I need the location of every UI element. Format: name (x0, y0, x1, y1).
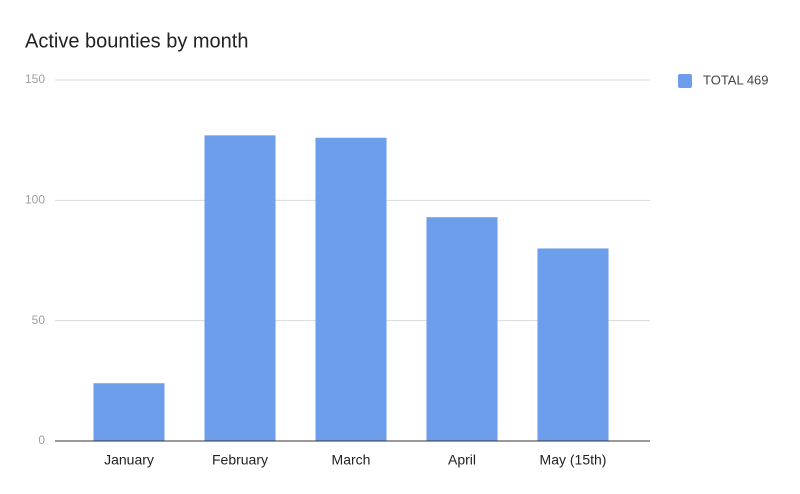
chart-title: Active bounties by month (25, 30, 248, 52)
y-tick-label: 50 (32, 313, 46, 327)
bar (315, 137, 387, 441)
bar (537, 248, 609, 441)
legend-swatch (678, 74, 692, 88)
x-tick-label: May (15th) (540, 452, 607, 468)
x-tick-label: January (104, 452, 154, 468)
bar (426, 217, 498, 441)
y-tick-label: 0 (38, 433, 45, 447)
bar (204, 135, 276, 441)
bar (93, 383, 165, 441)
x-tick-label: April (448, 452, 476, 468)
x-tick-label: March (332, 452, 371, 468)
y-tick-label: 100 (25, 193, 45, 207)
y-tick-label: 150 (25, 72, 45, 86)
x-tick-label: February (212, 452, 268, 468)
legend-label: TOTAL 469 (703, 72, 769, 87)
